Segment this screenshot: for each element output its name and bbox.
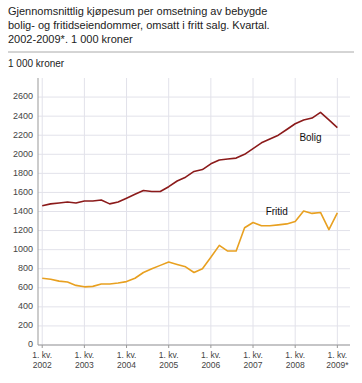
grid-line <box>168 78 169 345</box>
x-tick-label: 1. kv.2009* <box>326 350 349 370</box>
x-tick-label: 1. kv.2002 <box>32 350 52 370</box>
x-tick-label: 1. kv.2005 <box>159 350 179 370</box>
text-line: 1. kv. <box>159 350 179 360</box>
chart: Gjennomsnittlig kjøpesum per omsetning a… <box>0 0 362 383</box>
text-line: 2005 <box>159 360 178 370</box>
grid-line <box>38 345 350 346</box>
y-tick-label: 2200 <box>13 130 33 140</box>
y-tick-label: 600 <box>18 282 33 292</box>
text-line: 2008 <box>286 360 305 370</box>
grid-line <box>84 78 85 345</box>
text-line: bolig- og fritidseiendommer, omsatt i fr… <box>8 19 270 31</box>
y-label: 1 000 kroner <box>8 58 65 69</box>
text-line: 2007 <box>244 360 263 370</box>
x-axis <box>38 345 350 346</box>
y-tick-label: 1200 <box>13 225 33 235</box>
text-line: 1. kv. <box>117 350 137 360</box>
grid-line <box>126 78 127 345</box>
grid-line <box>210 78 211 345</box>
y-tick-label: 200 <box>18 320 33 330</box>
series-label: Bolig <box>299 132 321 143</box>
grid-line <box>337 78 338 345</box>
y-tick-label: 2600 <box>13 91 33 101</box>
text-line: 1. kv. <box>328 350 348 360</box>
y-tick-label: 0 <box>28 339 33 349</box>
series-labels: Bolig Fritid <box>266 132 322 217</box>
y-tick-label: 1800 <box>13 168 33 178</box>
y-tick-label: 2400 <box>13 111 33 121</box>
text-line: 2003 <box>75 360 94 370</box>
grid <box>38 78 350 345</box>
grid-line <box>253 78 254 345</box>
text-line: 1. kv. <box>285 350 305 360</box>
x-tick-label: 1. kv.2004 <box>117 350 137 370</box>
series-line <box>42 112 337 205</box>
y-tick-label: 400 <box>18 301 33 311</box>
series-line <box>42 211 337 287</box>
x-tick-label: 1. kv.2003 <box>75 350 95 370</box>
y-axis <box>38 78 39 345</box>
y-tick-label: 800 <box>18 263 33 273</box>
axes: 0 200 400 600 800 1000 1200 1400 1600 1800 2000 220… <box>13 78 350 370</box>
title: Gjennomsnittlig kjøpesum per omsetning a… <box>8 5 270 45</box>
text-line: Gjennomsnittlig kjøpesum per omsetning a… <box>8 5 267 17</box>
text-line: 2004 <box>117 360 136 370</box>
text-line: 2002-2009*. 1 000 kroner <box>8 33 133 45</box>
x-tick-label: 1. kv.2007 <box>243 350 263 370</box>
text-line: 1. kv. <box>243 350 263 360</box>
x-tick-label: 1. kv.2008 <box>285 350 305 370</box>
text-line: 1. kv. <box>201 350 221 360</box>
y-tick-label: 1400 <box>13 206 33 216</box>
text-line: 1. kv. <box>32 350 52 360</box>
grid-line <box>42 78 43 345</box>
series-label: Fritid <box>266 206 288 217</box>
y-tick-label: 1000 <box>13 244 33 254</box>
text-line: 1. kv. <box>75 350 95 360</box>
separator <box>8 52 354 53</box>
text-line: 2006 <box>201 360 220 370</box>
series-lines <box>42 112 337 286</box>
y-tick-label: 2000 <box>13 149 33 159</box>
x-tick-label: 1. kv.2006 <box>201 350 221 370</box>
text-line: 2002 <box>33 360 52 370</box>
y-tick-label: 1600 <box>13 187 33 197</box>
text-line: 2009* <box>326 360 349 370</box>
grid-line <box>295 78 296 345</box>
